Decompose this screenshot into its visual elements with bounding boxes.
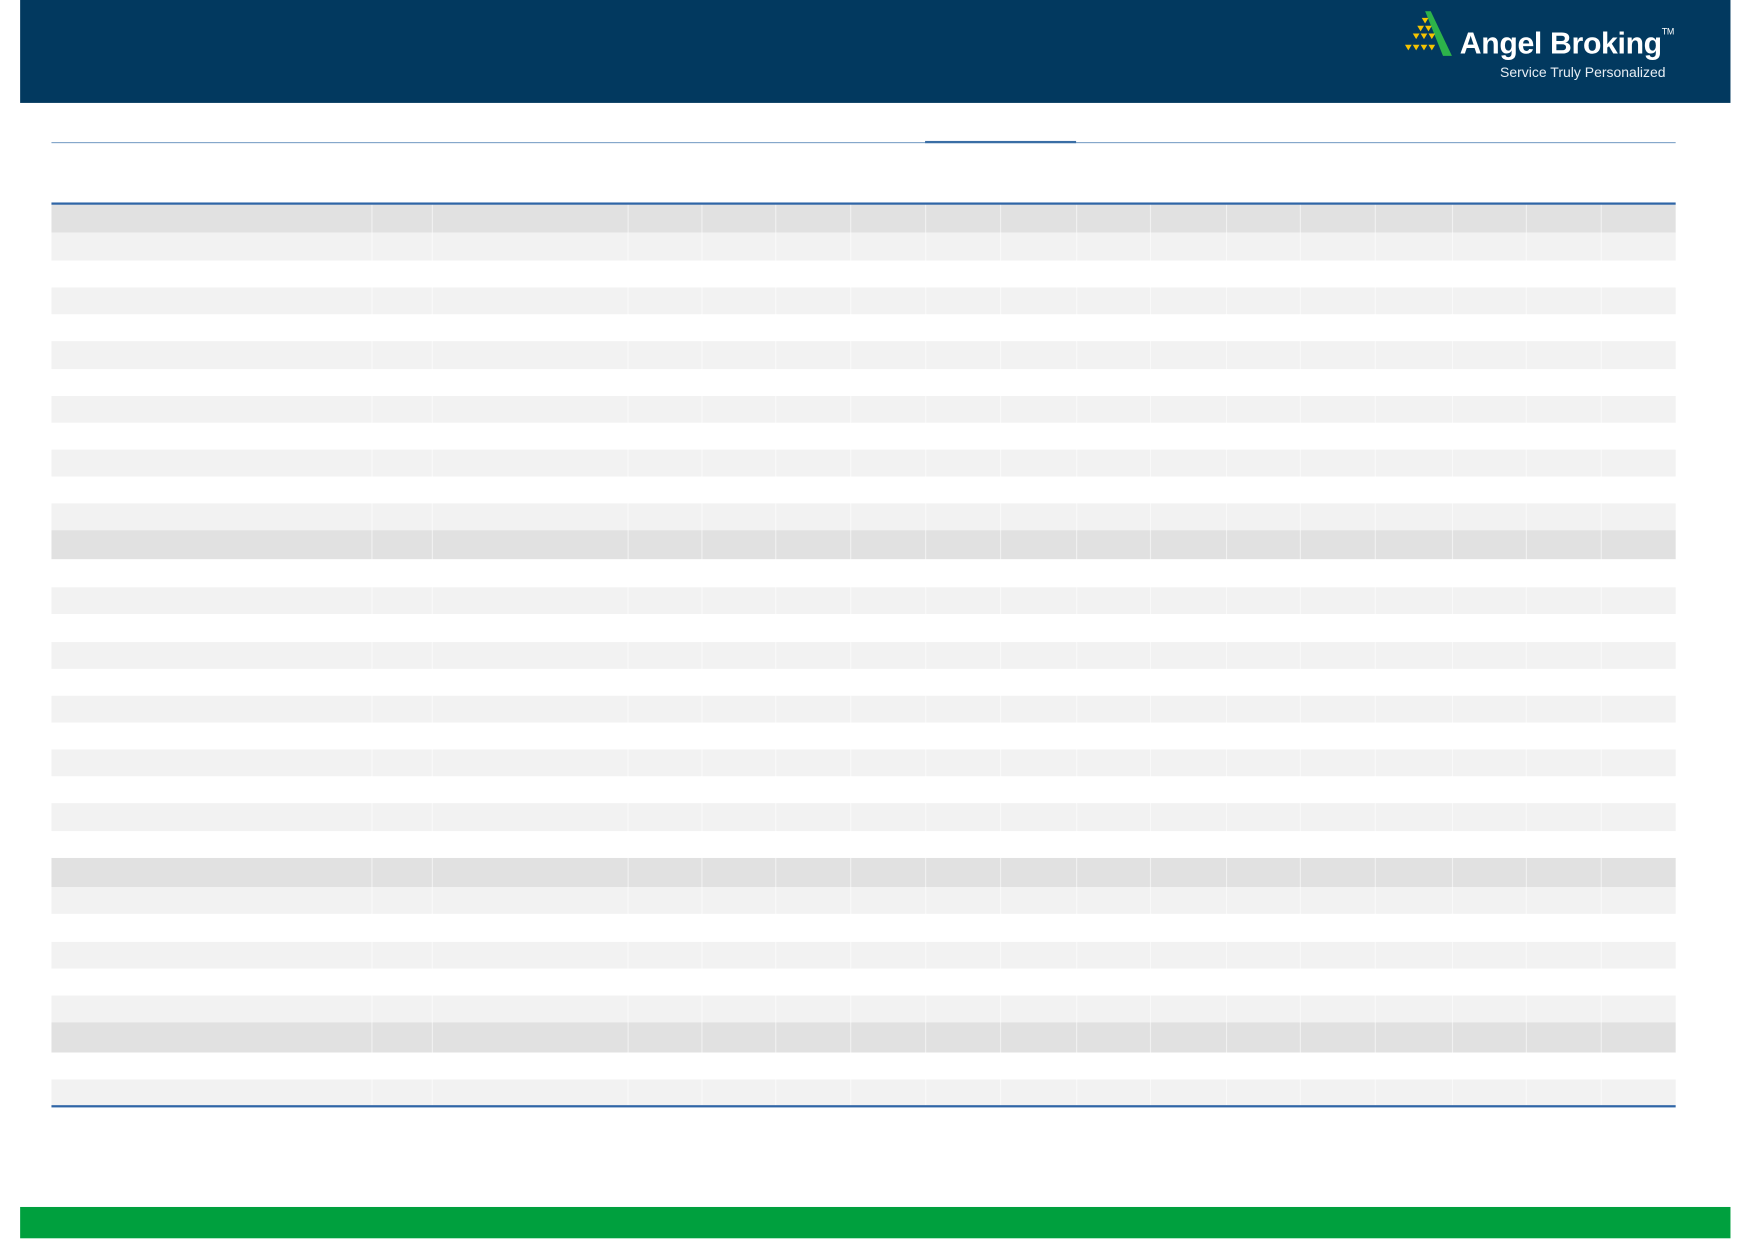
table-row xyxy=(51,449,1676,477)
table-row xyxy=(51,395,1676,423)
table-row xyxy=(51,422,1676,450)
column-divider xyxy=(1225,203,1228,1107)
table-row xyxy=(51,587,1676,615)
table-row xyxy=(51,887,1676,914)
page-footer xyxy=(20,1206,1731,1239)
table-row xyxy=(51,287,1676,315)
table-row xyxy=(51,260,1676,288)
table-section-row xyxy=(51,530,1676,560)
trademark: TM xyxy=(1661,26,1675,37)
column-divider xyxy=(1299,203,1301,1107)
table-row xyxy=(51,314,1676,342)
table-row xyxy=(51,803,1676,832)
title-divider-accent xyxy=(925,140,1077,144)
table-bottom-border xyxy=(51,1105,1676,1107)
column-divider xyxy=(1076,203,1078,1107)
table-row xyxy=(51,722,1676,750)
table-row xyxy=(51,995,1676,1023)
table-row xyxy=(51,968,1676,996)
table-top-border xyxy=(51,202,1676,205)
brand-logo: Angel BrokingTM Service Truly Personaliz… xyxy=(1400,11,1674,83)
table-row xyxy=(51,503,1676,531)
table-row xyxy=(51,668,1676,696)
table-row xyxy=(51,941,1676,969)
triangle-pyramid-logo-icon xyxy=(1404,11,1452,56)
column-divider xyxy=(775,203,777,1107)
column-divider xyxy=(1374,203,1376,1107)
column-divider xyxy=(431,203,433,1107)
column-divider xyxy=(1451,203,1454,1107)
table-row xyxy=(51,749,1676,777)
column-divider xyxy=(1600,203,1602,1107)
column-divider xyxy=(1525,203,1527,1107)
table-row xyxy=(51,559,1676,588)
table-row xyxy=(51,1079,1676,1107)
page-header: Angel BrokingTM Service Truly Personaliz… xyxy=(20,0,1731,103)
column-divider xyxy=(1000,203,1002,1107)
table-section-row xyxy=(51,857,1676,888)
table-row xyxy=(51,232,1676,261)
table-row xyxy=(51,614,1676,643)
column-divider xyxy=(850,203,852,1107)
table-row xyxy=(51,695,1676,723)
table-row xyxy=(51,913,1676,942)
table-row xyxy=(51,642,1676,669)
table-row xyxy=(51,369,1676,396)
column-divider xyxy=(701,203,703,1107)
brand-name: Angel Broking xyxy=(1459,26,1662,61)
table-row xyxy=(51,1052,1676,1080)
column-divider xyxy=(371,203,373,1107)
table-row xyxy=(51,831,1676,858)
table-header-row xyxy=(51,203,1676,233)
title-divider xyxy=(51,142,1676,144)
column-divider xyxy=(1149,203,1152,1107)
table-row xyxy=(51,341,1676,370)
table-row xyxy=(51,776,1676,804)
column-divider xyxy=(925,203,927,1107)
brand-tagline: Service Truly Personalized xyxy=(1500,64,1666,81)
table-row xyxy=(51,476,1676,504)
column-divider xyxy=(627,203,629,1107)
table-section-row xyxy=(51,1022,1676,1053)
